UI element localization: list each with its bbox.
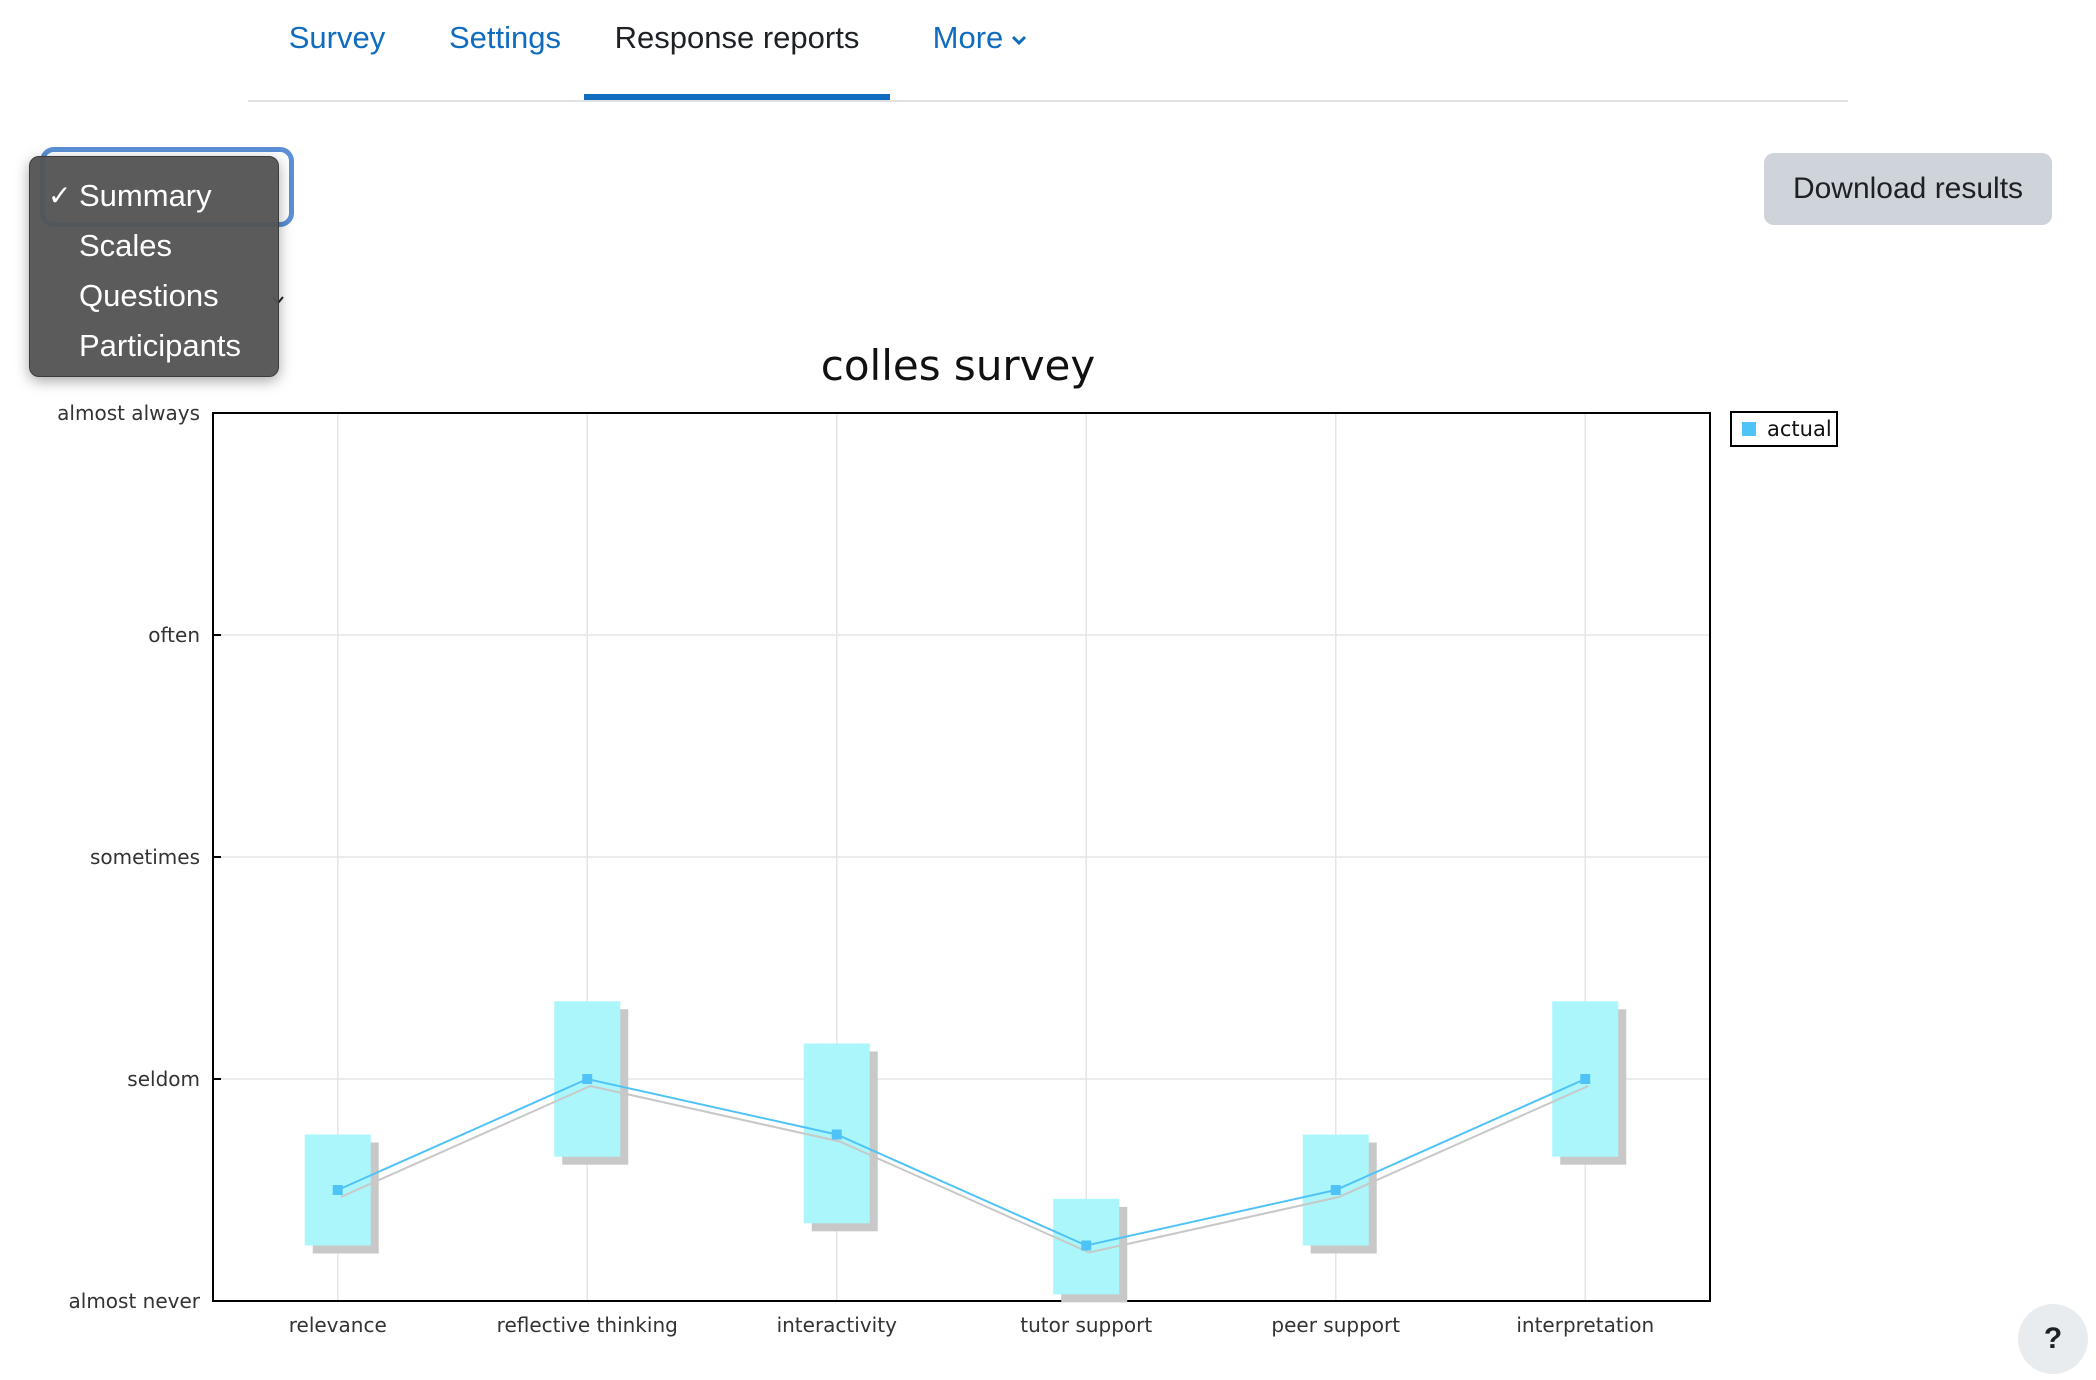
data-point — [1580, 1074, 1591, 1084]
y-tick-label: seldom — [127, 1067, 200, 1091]
y-tick-label: sometimes — [90, 845, 200, 869]
series-line-actual — [337, 1077, 1586, 1247]
checkmark-icon: ✓ — [48, 180, 72, 211]
x-tick-label: reflective thinking — [497, 1313, 678, 1337]
help-button[interactable]: ? — [2018, 1304, 2088, 1374]
chevron-down-icon — [1012, 35, 1027, 45]
data-point — [1081, 1240, 1092, 1251]
colles-survey-chart: colles survey almost never seldom sometime… — [57, 341, 1838, 1337]
option-questions[interactable]: Questions — [79, 278, 219, 313]
x-tick-label: interactivity — [777, 1313, 897, 1337]
x-tick-label: relevance — [289, 1313, 387, 1337]
option-summary-label: Summary — [79, 178, 212, 213]
data-point — [1330, 1185, 1341, 1195]
tab-settings[interactable]: Settings — [448, 20, 561, 55]
x-tick-label: tutor support — [1020, 1313, 1152, 1337]
data-point — [582, 1074, 593, 1084]
tab-response-reports-label: Response reports — [614, 20, 860, 55]
tab-more[interactable]: More — [920, 0, 1040, 98]
y-tick-label: often — [148, 623, 200, 647]
report-type-options: ✓ Summary Scales Questions Participants — [29, 156, 279, 377]
legend-swatch — [1742, 422, 1756, 436]
tab-survey[interactable]: Survey — [288, 20, 386, 55]
chart-legend: actual — [1730, 411, 1838, 447]
y-tick-label: almost never — [69, 1289, 201, 1313]
legend-label-actual: actual — [1767, 417, 1832, 441]
option-scales[interactable]: Scales — [79, 228, 173, 263]
option-summary[interactable]: ✓ Summary — [30, 171, 278, 221]
x-tick-label: peer support — [1271, 1313, 1400, 1337]
data-point — [332, 1185, 343, 1195]
chart-title: colles survey — [821, 341, 1096, 390]
tab-response-reports[interactable]: Response reports — [584, 0, 890, 100]
series-line-shadow — [340, 1084, 1589, 1254]
data-point — [831, 1129, 842, 1140]
secondary-navigation: Survey Settings Response reports More — [248, 0, 1848, 102]
y-tick-label: almost always — [57, 401, 200, 425]
tab-more-label: More — [932, 20, 1004, 55]
option-participants[interactable]: Participants — [79, 328, 241, 363]
download-results-button[interactable]: Download results — [1764, 153, 2052, 225]
x-tick-label: interpretation — [1516, 1313, 1654, 1337]
